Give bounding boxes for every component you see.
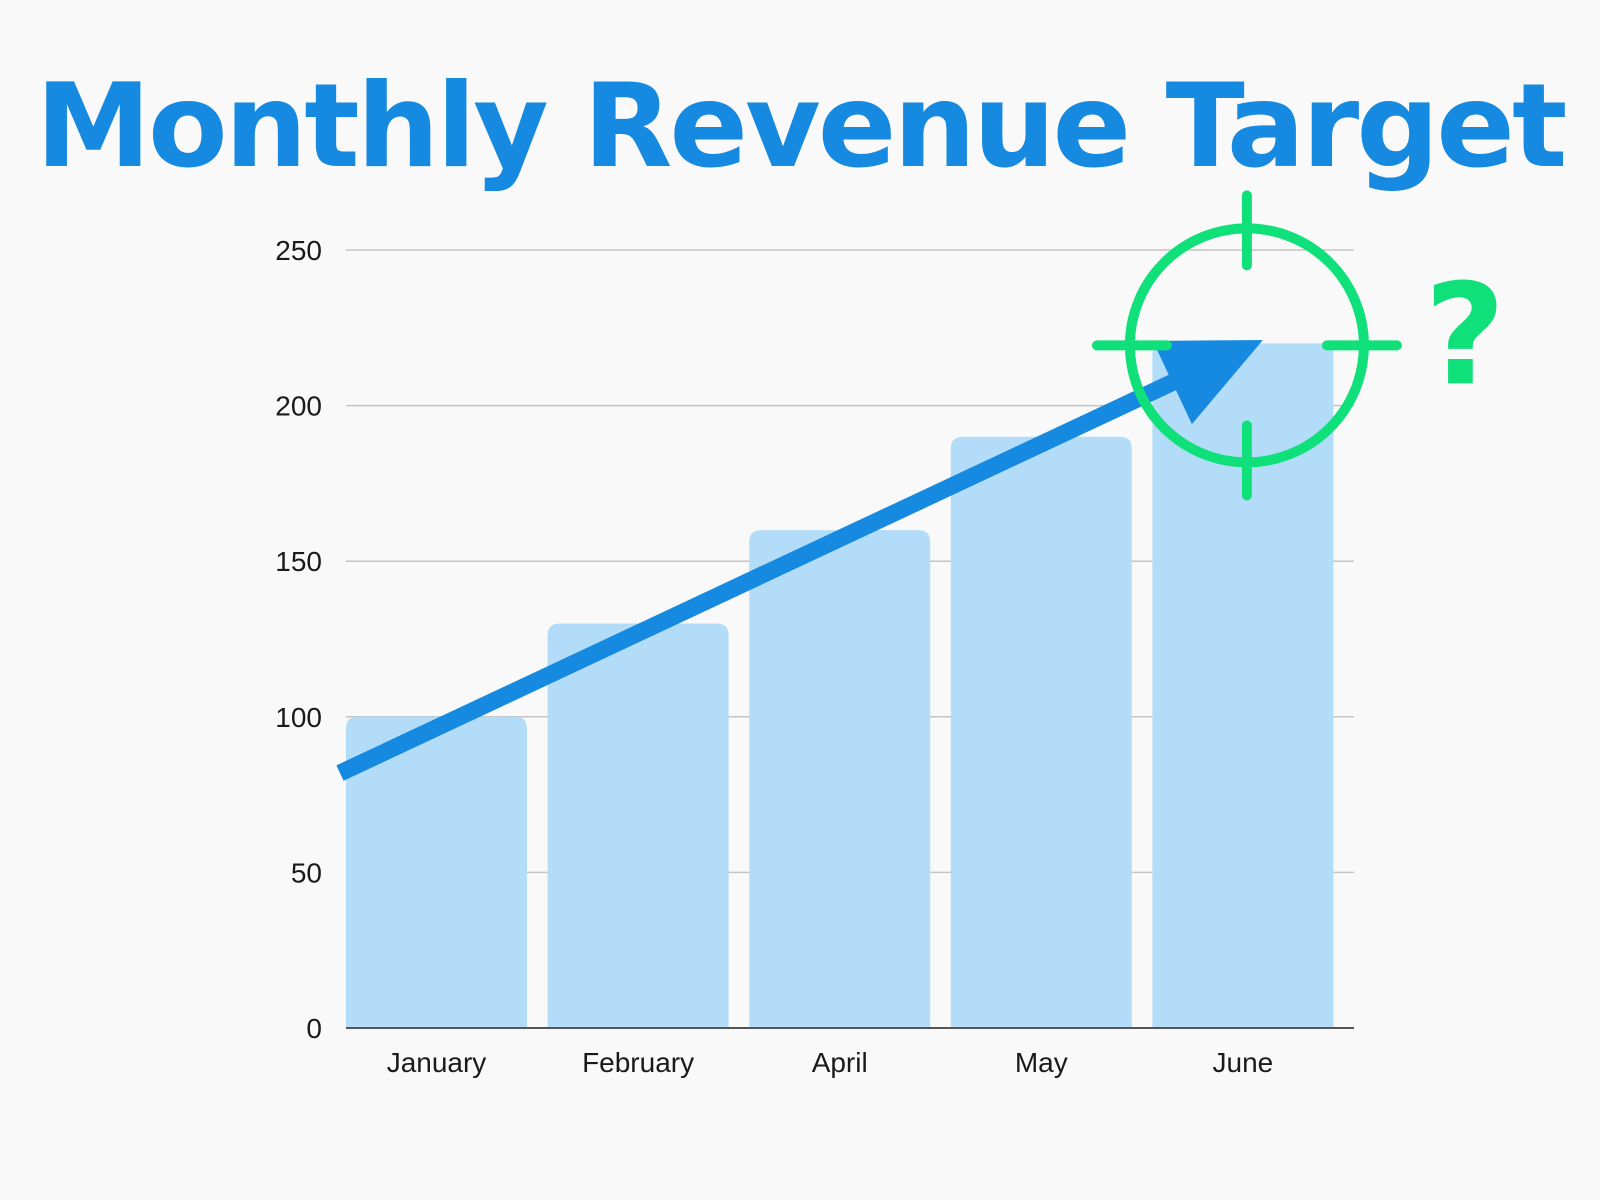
y-tick-label: 250 — [275, 235, 322, 266]
x-tick-label: June — [1213, 1047, 1274, 1078]
y-tick-label: 200 — [275, 391, 322, 422]
question-mark-icon: ? — [1424, 254, 1505, 417]
bar-june — [1152, 343, 1334, 1028]
y-tick-label: 100 — [275, 702, 322, 733]
x-tick-label: January — [387, 1047, 487, 1078]
x-tick-label: April — [812, 1047, 868, 1078]
y-tick-label: 0 — [306, 1013, 322, 1044]
bars — [346, 343, 1334, 1029]
trend-arrow-head — [1152, 340, 1263, 425]
bar-april — [749, 530, 931, 1028]
bar-february — [547, 623, 729, 1028]
trend-arrow-icon — [336, 340, 1263, 781]
annotations: ? — [336, 190, 1506, 781]
x-tick-label: May — [1015, 1047, 1068, 1078]
y-tick-label: 150 — [275, 546, 322, 577]
bar-january — [346, 716, 527, 1028]
chart-title: Monthly Revenue Target — [35, 59, 1568, 194]
trend-arrow-shaft — [336, 370, 1186, 781]
y-tick-label: 50 — [291, 857, 322, 888]
crosshair-target-icon — [1091, 190, 1402, 501]
bar-may — [950, 436, 1132, 1029]
axes: 0 50 100 150 200 250 January February April May Ju… — [275, 235, 1354, 1078]
x-tick-label: February — [582, 1047, 694, 1078]
